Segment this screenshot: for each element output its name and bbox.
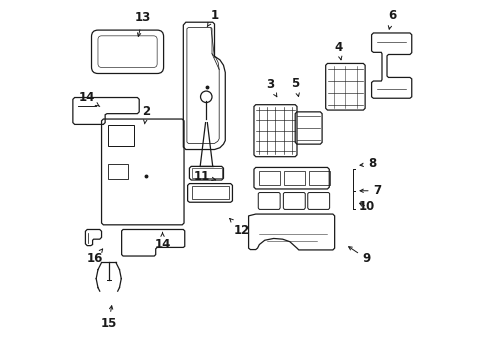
Text: 5: 5 bbox=[291, 77, 299, 96]
Text: 6: 6 bbox=[388, 9, 396, 29]
Text: 11: 11 bbox=[194, 170, 216, 183]
Bar bbox=[108, 126, 134, 146]
Bar bbox=[259, 171, 280, 185]
Bar bbox=[309, 171, 330, 185]
Text: 2: 2 bbox=[142, 105, 150, 124]
Bar bbox=[192, 168, 221, 178]
Text: 12: 12 bbox=[230, 219, 249, 237]
Text: 7: 7 bbox=[360, 184, 382, 197]
Bar bbox=[108, 164, 128, 179]
Text: 4: 4 bbox=[334, 41, 343, 60]
Text: 13: 13 bbox=[135, 12, 151, 36]
Text: 15: 15 bbox=[100, 306, 117, 330]
Text: 10: 10 bbox=[359, 201, 375, 213]
Text: 3: 3 bbox=[266, 78, 277, 97]
Text: 16: 16 bbox=[86, 249, 103, 265]
Text: 1: 1 bbox=[207, 9, 219, 27]
Text: 14: 14 bbox=[78, 91, 100, 107]
Text: 14: 14 bbox=[154, 233, 171, 251]
Text: 9: 9 bbox=[348, 247, 371, 265]
Bar bbox=[192, 186, 229, 199]
Bar bbox=[285, 171, 305, 185]
Text: 8: 8 bbox=[360, 157, 376, 170]
